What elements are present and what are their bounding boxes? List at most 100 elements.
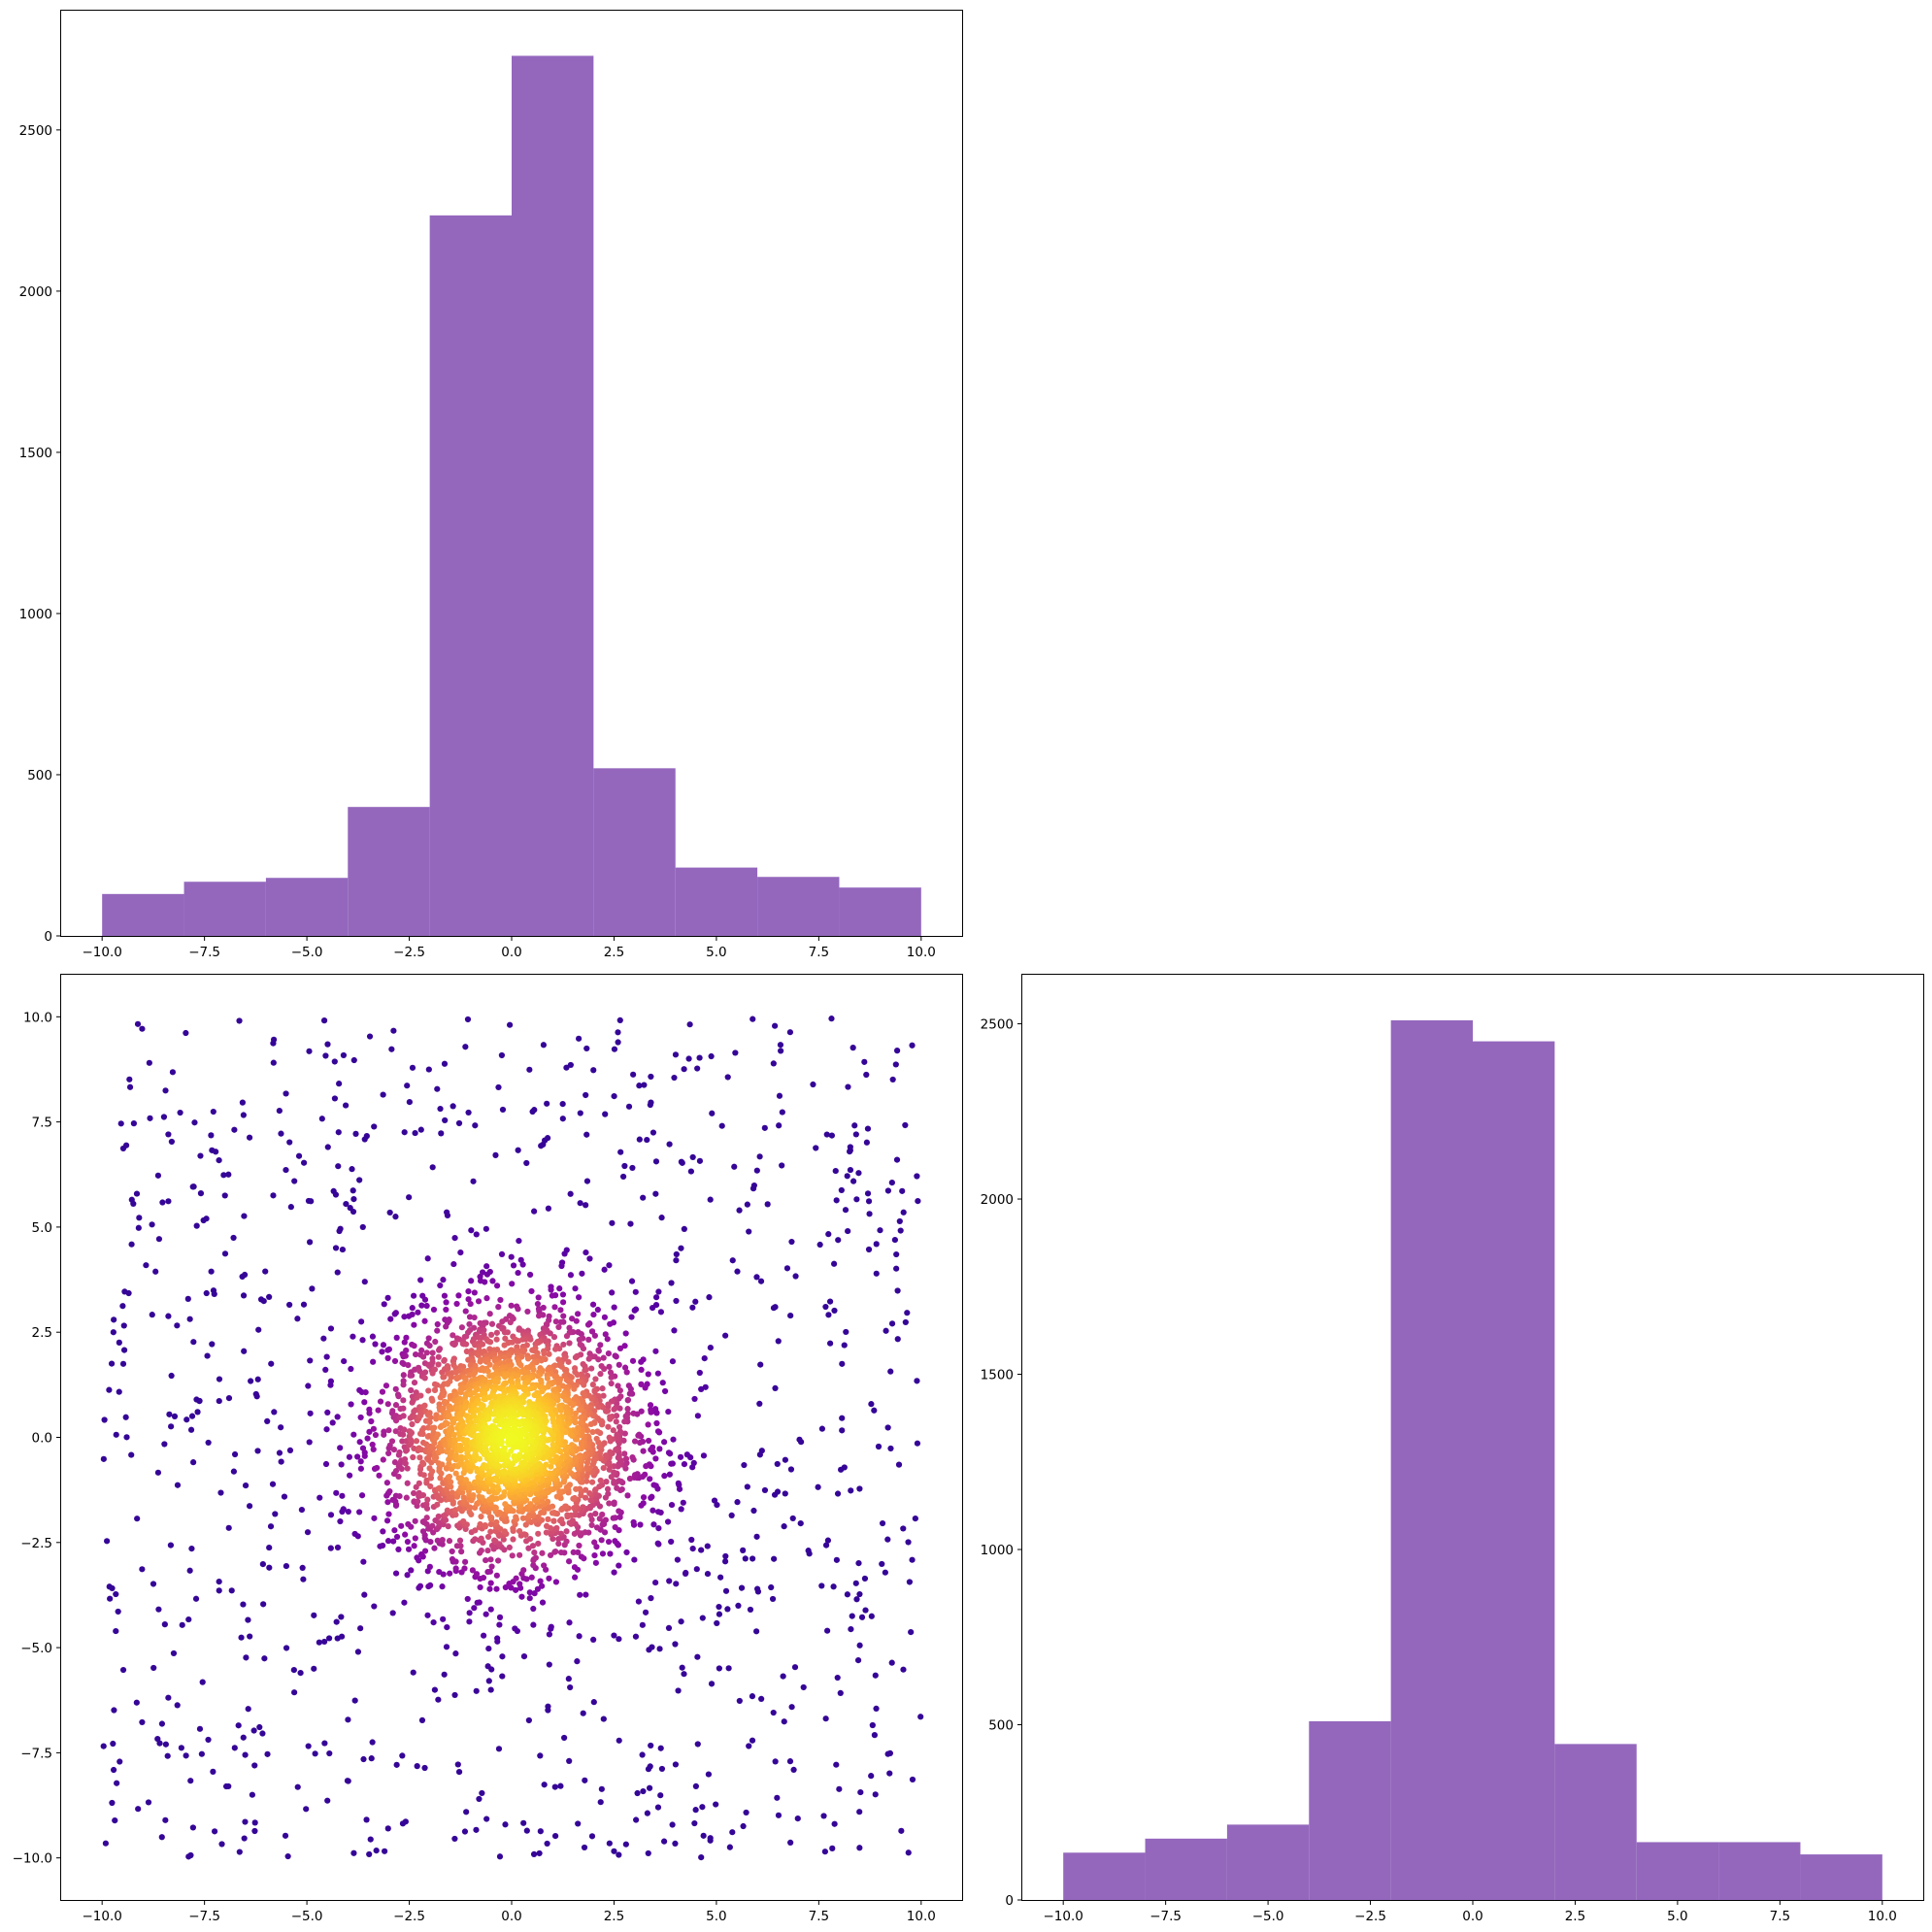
scatter-point [370,1358,377,1365]
scatter-point [420,1424,427,1432]
scatter-point [270,1059,277,1066]
scatter-point [722,1552,729,1560]
scatter-point [522,1521,529,1528]
scatter-point [434,1431,442,1438]
scatter-point [513,1514,519,1520]
histogram-bar [1390,1019,1473,1900]
scatter-point [324,1041,331,1048]
scatter-point [563,1333,571,1340]
scatter-point [391,1357,399,1365]
scatter-point [590,1636,597,1644]
scatter-point [740,1547,747,1553]
scatter-point [580,1346,587,1352]
scatter-point [516,1581,523,1587]
scatter-point [335,1163,342,1170]
scatter-point [323,1426,330,1433]
scatter-point [485,1645,492,1652]
scatter-point [441,1374,448,1381]
scatter-point [820,1813,827,1819]
scatter-point [736,1207,743,1214]
scatter-point [574,1371,581,1379]
scatter-point [671,1327,678,1334]
scatter-point [894,1336,901,1343]
scatter-point [115,1608,121,1616]
scatter-point [700,1832,707,1839]
scatter-point [456,1537,464,1544]
scatter-point [112,1817,118,1824]
scatter-point [434,1501,441,1508]
scatter-point [541,1562,548,1569]
scatter-point [384,1538,392,1545]
scatter-point [154,1469,162,1476]
scatter-point [447,1378,453,1384]
scatter-point [591,1551,598,1559]
right-histogram-x-axis: −10.0 −7.5 −5.0 −2.5 0.0 2.5 5.0 7.5 10.0 [1043,1900,1897,1924]
scatter-point [725,1665,732,1672]
scatter-point [675,1687,682,1694]
scatter-point [320,1335,327,1342]
scatter-point [517,1362,524,1369]
scatter-point [617,1149,624,1155]
scatter-point [336,1227,343,1235]
scatter-point [565,1358,572,1365]
histogram-bar [1800,1854,1882,1900]
scatter-point [855,1560,862,1567]
scatter-point [158,1720,166,1727]
scatter-point [361,1591,368,1598]
scatter-point [894,1287,901,1294]
scatter-point [271,1409,278,1416]
scatter-point [361,1279,368,1285]
scatter-point [486,1361,493,1368]
scatter-point [278,1424,284,1431]
scatter-point [567,1190,574,1197]
scatter-point [500,1536,507,1543]
scatter-point [501,1373,509,1381]
scatter-point [790,1766,797,1773]
scatter-point [114,1780,120,1786]
scatter-point [400,1431,407,1438]
scatter-point [128,1241,135,1248]
y-tick-label: 2500 [981,1017,1014,1033]
scatter-point [654,1540,661,1547]
scatter-point [147,1115,153,1121]
scatter-point [452,1470,459,1477]
scatter-point [816,1241,823,1249]
scatter-point [466,1314,474,1320]
scatter-point [689,1545,696,1552]
scatter-point [897,1227,904,1234]
scatter-point [496,1621,503,1628]
scatter-point [726,1844,733,1850]
scatter-point [325,1635,333,1642]
scatter-point [654,1804,662,1811]
scatter-point [861,1575,869,1582]
scatter-point [192,1595,200,1602]
scatter-point [543,1461,550,1468]
scatter-point [409,1311,416,1318]
scatter-point [429,1349,436,1356]
scatter-point [438,1470,445,1477]
scatter-point [613,1418,619,1425]
scatter-point [824,1627,831,1634]
scatter-point [491,1504,499,1511]
scatter-point [389,1610,396,1616]
scatter-point [435,1361,442,1368]
scatter-point [246,1134,253,1141]
scatter-point [230,1468,238,1475]
histogram-bar [839,887,921,936]
scatter-point [839,1415,846,1421]
scatter-point [515,1269,521,1277]
scatter-point [507,1318,514,1326]
scatter-point [435,1347,443,1353]
scatter-point [392,1467,400,1475]
scatter-point [475,1351,482,1358]
scatter-point [606,1363,613,1370]
y-tick-label: 0 [1005,1893,1014,1909]
scatter-point [621,1343,628,1349]
scatter-point [764,1201,771,1208]
scatter-point [561,1503,569,1510]
scatter-point [366,1033,374,1040]
scatter-point [734,1268,741,1275]
y-tick-label: 7.5 [32,1116,52,1131]
scatter-point [451,1691,458,1699]
scatter-point [541,1782,548,1788]
